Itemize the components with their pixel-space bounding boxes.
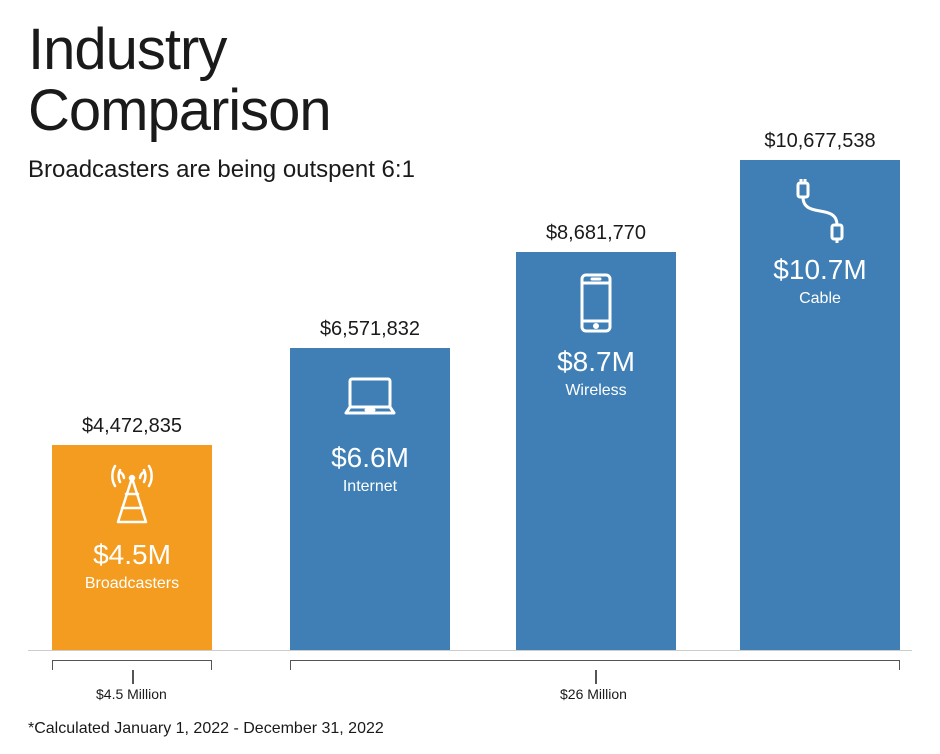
bar-internet: $6,571,832 $6.6MInternet (290, 348, 450, 650)
bar-short-broadcasters: $4.5M (93, 539, 171, 571)
bar-short-cable: $10.7M (773, 254, 866, 286)
subtitle: Broadcasters are being outspent 6:1 (28, 156, 415, 184)
bar-label-internet: Internet (343, 478, 397, 496)
bar-label-broadcasters: Broadcasters (85, 575, 179, 593)
phone-icon (561, 268, 631, 338)
page-title: Industry Comparison (28, 20, 331, 142)
bracket-stem-0 (132, 670, 134, 684)
bracket-label-1: $26 Million (560, 686, 627, 702)
laptop-icon (335, 364, 405, 434)
bar-value-broadcasters: $4,472,835 (52, 415, 212, 438)
bar-short-wireless: $8.7M (557, 346, 635, 378)
tower-icon (97, 461, 167, 531)
cable-icon (785, 176, 855, 246)
bar-short-internet: $6.6M (331, 442, 409, 474)
bracket-stem-1 (595, 670, 597, 684)
bar-label-wireless: Wireless (565, 382, 626, 400)
bar-broadcasters: $4,472,835 $4.5MBroadcasters (52, 445, 212, 650)
bar-value-cable: $10,677,538 (740, 130, 900, 153)
baseline (28, 650, 912, 651)
bracket-label-0: $4.5 Million (96, 686, 167, 702)
bar-value-wireless: $8,681,770 (516, 222, 676, 245)
bar-cable: $10,677,538 $10.7MCable (740, 160, 900, 650)
bar-wireless: $8,681,770 $8.7MWireless (516, 252, 676, 650)
footnote: *Calculated January 1, 2022 - December 3… (28, 720, 384, 738)
title-line1: Industry (28, 17, 226, 82)
bar-value-internet: $6,571,832 (290, 318, 450, 341)
bracket-1 (290, 660, 900, 670)
bar-label-cable: Cable (799, 290, 841, 308)
title-line2: Comparison (28, 78, 331, 143)
bracket-0 (52, 660, 212, 670)
